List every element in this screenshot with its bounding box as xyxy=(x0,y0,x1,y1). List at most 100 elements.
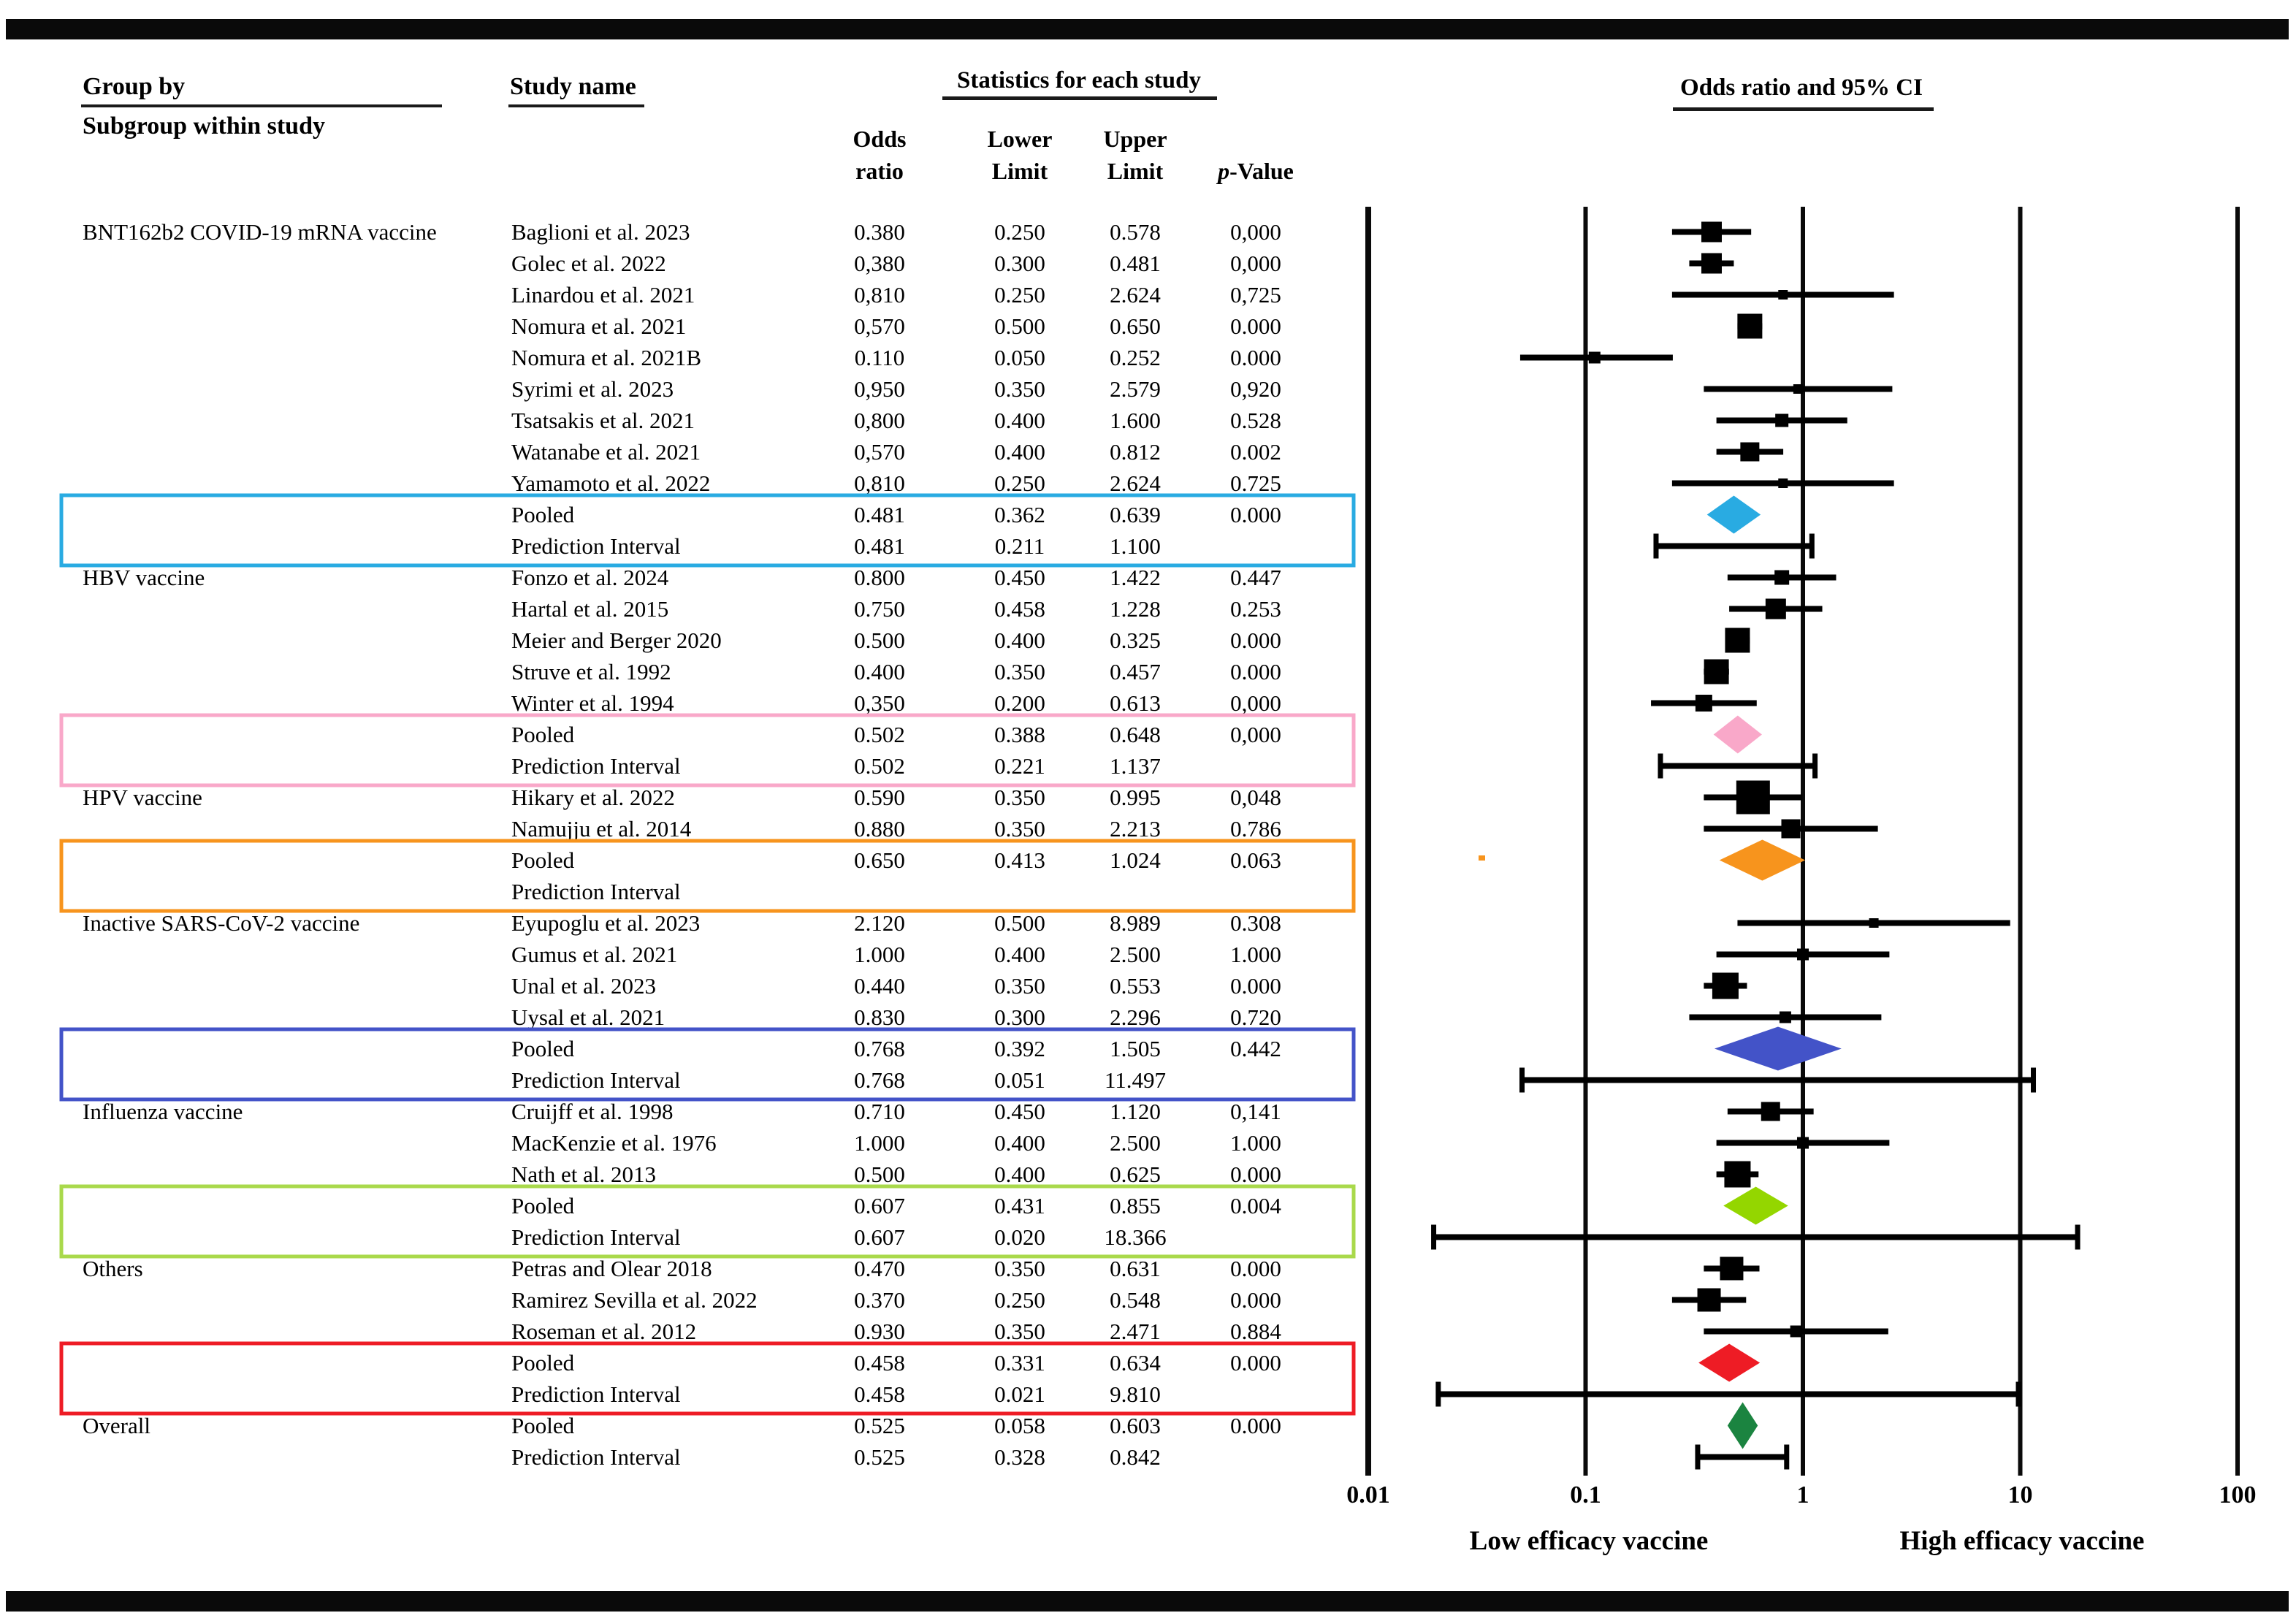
lower-limit-value: 0.250 xyxy=(994,218,1045,245)
lower-limit-value: 0.050 xyxy=(994,344,1045,370)
lower-limit-value: 0.350 xyxy=(994,1318,1045,1344)
study-name: Pooled xyxy=(511,847,575,873)
upper-limit-value: 0.625 xyxy=(1110,1161,1161,1187)
lower-limit-value: 0.350 xyxy=(994,784,1045,810)
lower-limit-value: 0.388 xyxy=(994,721,1045,747)
upper-limit-value: 0.812 xyxy=(1110,438,1161,465)
lower-limit-value: 0.450 xyxy=(994,1098,1045,1124)
lower-limit-value: 0.362 xyxy=(994,501,1045,527)
lower-limit-value: 0.328 xyxy=(994,1443,1045,1470)
lower-limit-value: 0.458 xyxy=(994,595,1045,622)
study-name: Hikary et al. 2022 xyxy=(511,784,675,810)
lower-limit-value: 0.400 xyxy=(994,1161,1045,1187)
odds-ratio-value: 0,570 xyxy=(854,438,905,465)
study-name: Ramirez Sevilla et al. 2022 xyxy=(511,1286,758,1313)
study-name: Hartal et al. 2015 xyxy=(511,595,669,622)
p-value: 0.004 xyxy=(1230,1192,1281,1218)
study-name: Prediction Interval xyxy=(511,1224,681,1250)
odds-ratio-value: 0.502 xyxy=(854,721,905,747)
study-name: Prediction Interval xyxy=(511,752,681,779)
odds-ratio-value: 0.930 xyxy=(854,1318,905,1344)
odds-ratio-value: 0.525 xyxy=(854,1443,905,1470)
upper-limit-value: 0.842 xyxy=(1110,1443,1161,1470)
upper-limit-value: 0.650 xyxy=(1110,313,1161,339)
study-name: Nomura et al. 2021B xyxy=(511,344,702,370)
p-value: 0.000 xyxy=(1230,972,1281,999)
odds-ratio-value: 0.650 xyxy=(854,847,905,873)
p-value: 0,920 xyxy=(1230,375,1281,402)
lower-limit-value: 0.400 xyxy=(994,1129,1045,1156)
study-name: Pooled xyxy=(511,1349,575,1376)
point-estimate-square xyxy=(1797,1137,1809,1149)
study-name: Nomura et al. 2021 xyxy=(511,313,687,339)
odds-ratio-value: 0,800 xyxy=(854,407,905,433)
lower-limit-value: 0.250 xyxy=(994,1286,1045,1313)
stats-section-header: Statistics for each study xyxy=(957,67,1201,94)
p-value: 0.063 xyxy=(1230,847,1281,873)
lower-limit-value: 0.450 xyxy=(994,564,1045,590)
lower-limit-value: 0.500 xyxy=(994,909,1045,936)
odds-ratio-value: 0.607 xyxy=(854,1224,905,1250)
study-name: Tsatsakis et al. 2021 xyxy=(511,407,695,433)
upper-limit-value: 0.613 xyxy=(1110,690,1161,716)
p-value: 0.000 xyxy=(1230,313,1281,339)
lower-limit-value: 0.020 xyxy=(994,1224,1045,1250)
point-estimate-square xyxy=(1740,442,1760,462)
column-header-subgroup: Subgroup within study xyxy=(83,112,325,140)
lower-limit-value: 0.058 xyxy=(994,1412,1045,1438)
lower-limit-value: 0.350 xyxy=(994,815,1045,842)
study-name: Uysal et al. 2021 xyxy=(511,1004,665,1030)
odds-ratio-value: 0.502 xyxy=(854,752,905,779)
p-value: 0.000 xyxy=(1230,658,1281,684)
upper-limit-value: 2.500 xyxy=(1110,1129,1161,1156)
odds-ratio-value: 0.470 xyxy=(854,1255,905,1281)
lower-limit-value: 0.350 xyxy=(994,1255,1045,1281)
lower-limit-value: 0.200 xyxy=(994,690,1045,716)
odds-ratio-value: 0.880 xyxy=(854,815,905,842)
point-estimate-square xyxy=(1695,695,1712,712)
study-name: Petras and Olear 2018 xyxy=(511,1255,712,1281)
p-value: 0.884 xyxy=(1230,1318,1281,1344)
odds-ratio-value: 0.500 xyxy=(854,1161,905,1187)
bottom-border-bar xyxy=(6,1591,2289,1612)
axis-tick-label: 100 xyxy=(2219,1481,2257,1509)
study-name: Yamamoto et al. 2022 xyxy=(511,470,711,496)
study-name: Linardou et al. 2021 xyxy=(511,281,695,308)
odds-ratio-value: 0,950 xyxy=(854,375,905,402)
group-label: Inactive SARS-CoV-2 vaccine xyxy=(83,909,360,936)
study-name: Struve et al. 1992 xyxy=(511,658,671,684)
column-header-study-name: Study name xyxy=(510,73,636,100)
summary-highlight-box xyxy=(59,493,1356,568)
p-value: 1.000 xyxy=(1230,941,1281,967)
lower-limit-value: 0.413 xyxy=(994,847,1045,873)
pooled-diamond xyxy=(1713,715,1762,754)
study-name: Prediction Interval xyxy=(511,533,681,559)
pooled-diamond xyxy=(1719,839,1806,881)
study-name: Prediction Interval xyxy=(511,1443,681,1470)
p-value: 0,141 xyxy=(1230,1098,1281,1124)
point-estimate-square xyxy=(1725,628,1750,653)
group-label: Overall xyxy=(83,1412,150,1438)
group-label: Others xyxy=(83,1255,143,1281)
study-name: Syrimi et al. 2023 xyxy=(511,375,674,402)
lower-limit-value: 0.331 xyxy=(994,1349,1045,1376)
odds-ratio-value: 1.000 xyxy=(854,941,905,967)
lower-limit-value: 0.300 xyxy=(994,250,1045,276)
odds-ratio-value: 0.607 xyxy=(854,1192,905,1218)
study-name: Pooled xyxy=(511,1192,575,1218)
p-value: 0.308 xyxy=(1230,909,1281,936)
p-value: 0,000 xyxy=(1230,218,1281,245)
upper-limit-value: 0.548 xyxy=(1110,1286,1161,1313)
study-name: Prediction Interval xyxy=(511,1381,681,1407)
study-name: Pooled xyxy=(511,721,575,747)
p-value: 0,000 xyxy=(1230,721,1281,747)
point-estimate-square xyxy=(1697,1288,1721,1312)
upper-limit-value: 0.578 xyxy=(1110,218,1161,245)
upper-limit-value: 0.648 xyxy=(1110,721,1161,747)
upper-limit-value: 18.366 xyxy=(1104,1224,1167,1250)
lower-limit-value: 0.431 xyxy=(994,1192,1045,1218)
point-estimate-square xyxy=(1720,1256,1744,1281)
lower-limit-value: 0.400 xyxy=(994,941,1045,967)
plot-section-header: Odds ratio and 95% CI xyxy=(1680,75,1923,101)
upper-limit-value: 1.228 xyxy=(1110,595,1161,622)
